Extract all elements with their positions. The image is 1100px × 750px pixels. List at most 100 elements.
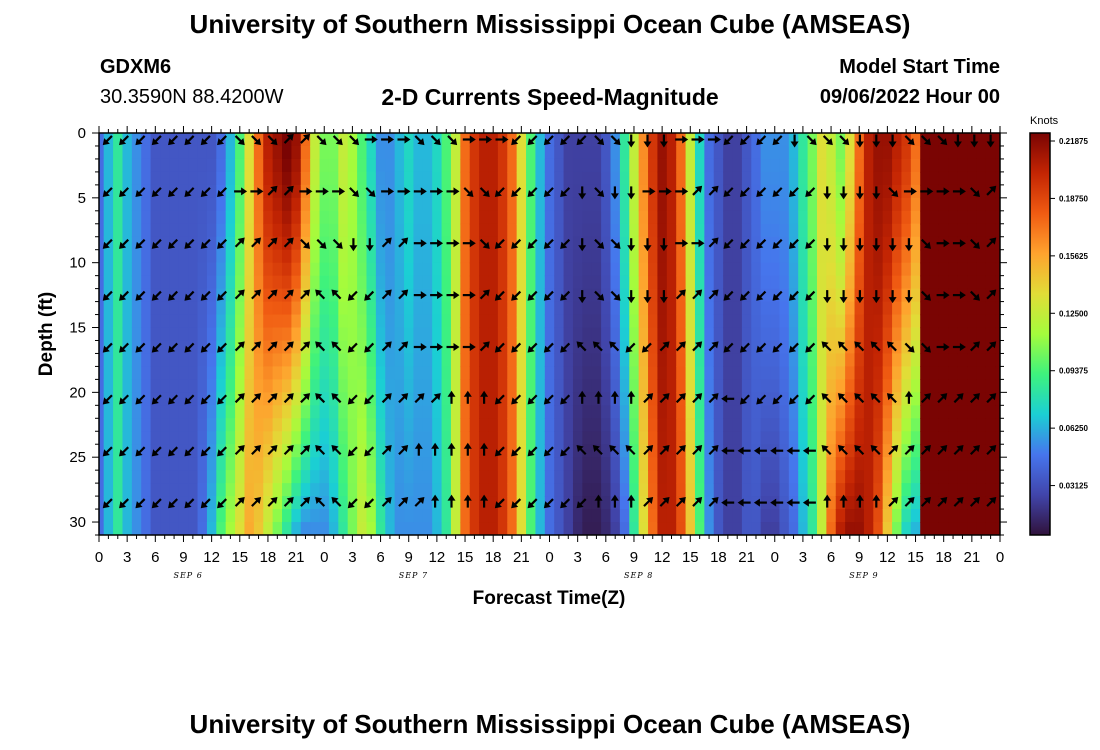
heatmap-cell <box>244 301 255 316</box>
heatmap-cell <box>816 418 827 432</box>
x-tick-label: 6 <box>376 549 384 566</box>
heatmap-cell <box>328 171 339 186</box>
current-vector <box>511 238 522 249</box>
heatmap-cell <box>685 262 696 277</box>
heatmap-cell <box>450 405 461 419</box>
current-vector <box>659 496 670 507</box>
heatmap-cell <box>873 418 884 432</box>
current-vector <box>447 494 456 508</box>
heatmap-cell <box>357 197 368 212</box>
heatmap-cell <box>854 470 865 484</box>
heatmap-cell <box>572 249 583 264</box>
heatmap-cell <box>160 314 170 329</box>
heatmap-cell <box>404 171 415 186</box>
current-vector <box>770 498 784 507</box>
heatmap-cell <box>826 457 837 471</box>
heatmap-cell <box>760 314 771 329</box>
current-vector <box>267 185 278 196</box>
heatmap-cell <box>422 470 433 484</box>
heatmap-cell <box>516 288 527 303</box>
heatmap-cell <box>122 405 133 419</box>
heatmap-cell <box>319 197 330 212</box>
heatmap-cell <box>253 223 264 238</box>
heatmap-cell <box>938 509 949 523</box>
heatmap-cell <box>816 327 827 342</box>
current-vector <box>692 289 703 300</box>
heatmap-cell <box>131 223 142 238</box>
heatmap-cell <box>394 431 405 445</box>
heatmap-cell <box>638 405 649 419</box>
heatmap-cell <box>394 457 405 471</box>
current-vector <box>151 498 162 509</box>
heatmap-cell <box>385 457 396 471</box>
heatmap-cell <box>422 288 433 303</box>
heatmap-cell <box>582 262 593 277</box>
heatmap-cell <box>845 197 856 212</box>
heatmap-cell <box>357 431 368 445</box>
heatmap-cell <box>835 288 846 303</box>
heatmap-cell <box>732 184 743 199</box>
heatmap-cell <box>432 262 443 277</box>
current-vector <box>578 290 587 304</box>
heatmap-cell <box>713 249 724 264</box>
heatmap-cell <box>967 522 978 535</box>
heatmap-cell <box>131 522 142 535</box>
heatmap-cell <box>188 366 199 380</box>
current-vector <box>527 290 538 301</box>
heatmap-cell <box>413 379 424 393</box>
heatmap-cell <box>863 145 874 160</box>
heatmap-cell <box>704 483 715 497</box>
heatmap-cell <box>113 133 124 147</box>
heatmap-cell <box>901 457 912 471</box>
heatmap-cell <box>582 301 593 316</box>
heatmap-cell <box>375 392 386 406</box>
heatmap-cell <box>441 171 452 186</box>
heatmap-cell <box>713 366 724 380</box>
heatmap-cell <box>113 405 124 419</box>
heatmap-cell <box>160 145 170 160</box>
heatmap-cell <box>760 236 771 251</box>
heatmap-cell <box>572 327 583 342</box>
heatmap-cell <box>816 470 827 484</box>
heatmap-cell <box>169 470 180 484</box>
heatmap-cell <box>751 133 762 147</box>
heatmap-cell <box>103 431 114 445</box>
heatmap-cell <box>666 171 677 186</box>
current-vector <box>772 394 783 405</box>
heatmap-cell <box>601 444 612 458</box>
heatmap-cell <box>657 353 668 368</box>
heatmap-cell <box>938 249 949 264</box>
current-vector <box>708 496 719 507</box>
heatmap-cell <box>985 418 996 432</box>
heatmap-cell <box>479 405 490 419</box>
heatmap-cell <box>798 197 809 212</box>
heatmap-cell <box>319 145 330 160</box>
heatmap-cell <box>723 483 734 497</box>
current-vector <box>200 187 211 198</box>
current-vector <box>872 238 881 252</box>
heatmap-cell <box>967 496 978 510</box>
current-vector <box>659 290 668 304</box>
heatmap-cell <box>469 171 480 186</box>
heatmap-cell <box>854 353 865 368</box>
heatmap-cell <box>835 392 846 406</box>
heatmap-cell <box>985 171 996 186</box>
heatmap-cell <box>854 145 865 160</box>
heatmap-cell <box>685 353 696 368</box>
heatmap-cell <box>413 197 424 212</box>
heatmap-cell <box>938 392 949 406</box>
heatmap-cell <box>122 197 133 212</box>
current-vector <box>398 393 409 404</box>
current-vector <box>430 393 441 404</box>
heatmap-cell <box>432 327 443 342</box>
heatmap-cell <box>807 340 818 355</box>
heatmap-cell <box>338 470 349 484</box>
current-vector <box>283 289 294 300</box>
heatmap-cell <box>779 158 790 173</box>
heatmap-cell <box>882 379 893 393</box>
heatmap-cell <box>497 184 508 199</box>
heatmap-cell <box>638 262 649 277</box>
heatmap-cell <box>563 340 574 355</box>
current-vector <box>168 446 179 457</box>
current-vector <box>937 496 948 507</box>
